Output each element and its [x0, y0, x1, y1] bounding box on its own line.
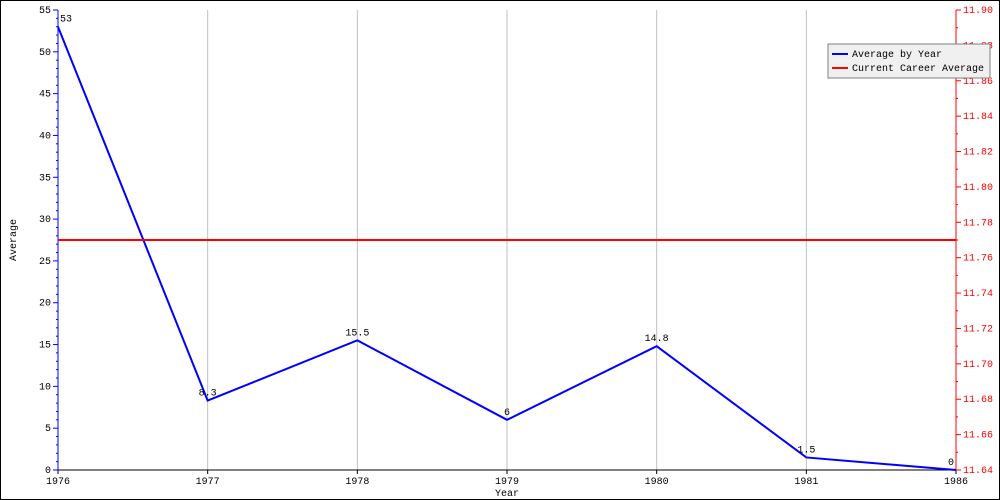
x-tick-label: 1978: [345, 477, 369, 488]
data-point-label: 15.5: [345, 328, 369, 339]
x-tick-label: 1976: [46, 477, 70, 488]
y-left-tick-label: 15: [39, 341, 51, 352]
legend-label: Current Career Average: [852, 64, 984, 75]
x-tick-label: 1986: [944, 477, 968, 488]
y-right-tick-label: 11.70: [963, 360, 993, 371]
y-left-tick-label: 35: [39, 173, 51, 184]
data-point-label: 14.8: [645, 334, 669, 345]
y-right-tick-label: 11.84: [963, 112, 993, 123]
y-right-tick-label: 11.68: [963, 395, 993, 406]
x-tick-label: 1980: [645, 477, 669, 488]
y-left-tick-label: 20: [39, 299, 51, 310]
y-left-tick-label: 30: [39, 215, 51, 226]
y-left-tick-label: 5: [45, 424, 51, 435]
y-left-tick-label: 50: [39, 48, 51, 59]
y-left-tick-label: 40: [39, 131, 51, 142]
data-point-label: 53: [60, 15, 72, 26]
y-left-axis-title: Average: [9, 219, 20, 261]
x-tick-label: 1979: [495, 477, 519, 488]
y-right-tick-label: 11.76: [963, 254, 993, 265]
x-axis-title: Year: [495, 489, 519, 500]
data-point-label: 6: [504, 408, 510, 419]
y-right-tick-label: 11.90: [963, 6, 993, 17]
data-point-label: 0: [948, 458, 954, 469]
x-tick-label: 1981: [794, 477, 818, 488]
y-right-tick-label: 11.82: [963, 148, 993, 159]
y-left-tick-label: 0: [45, 466, 51, 477]
y-left-tick-label: 45: [39, 90, 51, 101]
y-right-tick-label: 11.74: [963, 289, 993, 300]
y-right-tick-label: 11.78: [963, 218, 993, 229]
legend-label: Average by Year: [852, 49, 942, 61]
y-right-tick-label: 11.80: [963, 183, 993, 194]
line-chart: 1976 1977 1978 1979 1980 1981 1986 Year 0 5 10 15 20…: [0, 0, 1000, 500]
data-point-label: 8.3: [199, 389, 217, 400]
y-right-tick-label: 11.72: [963, 324, 993, 335]
y-left-tick-label: 55: [39, 6, 51, 17]
y-left-tick-label: 10: [39, 382, 51, 393]
y-right-tick-label: 11.64: [963, 466, 993, 477]
y-right-tick-label: 11.66: [963, 431, 993, 442]
chart-container: 1976 1977 1978 1979 1980 1981 1986 Year 0 5 10 15 20…: [0, 0, 1000, 500]
data-point-label: 1.5: [797, 445, 815, 456]
y-left-tick-label: 25: [39, 257, 51, 268]
x-tick-label: 1977: [196, 477, 220, 488]
